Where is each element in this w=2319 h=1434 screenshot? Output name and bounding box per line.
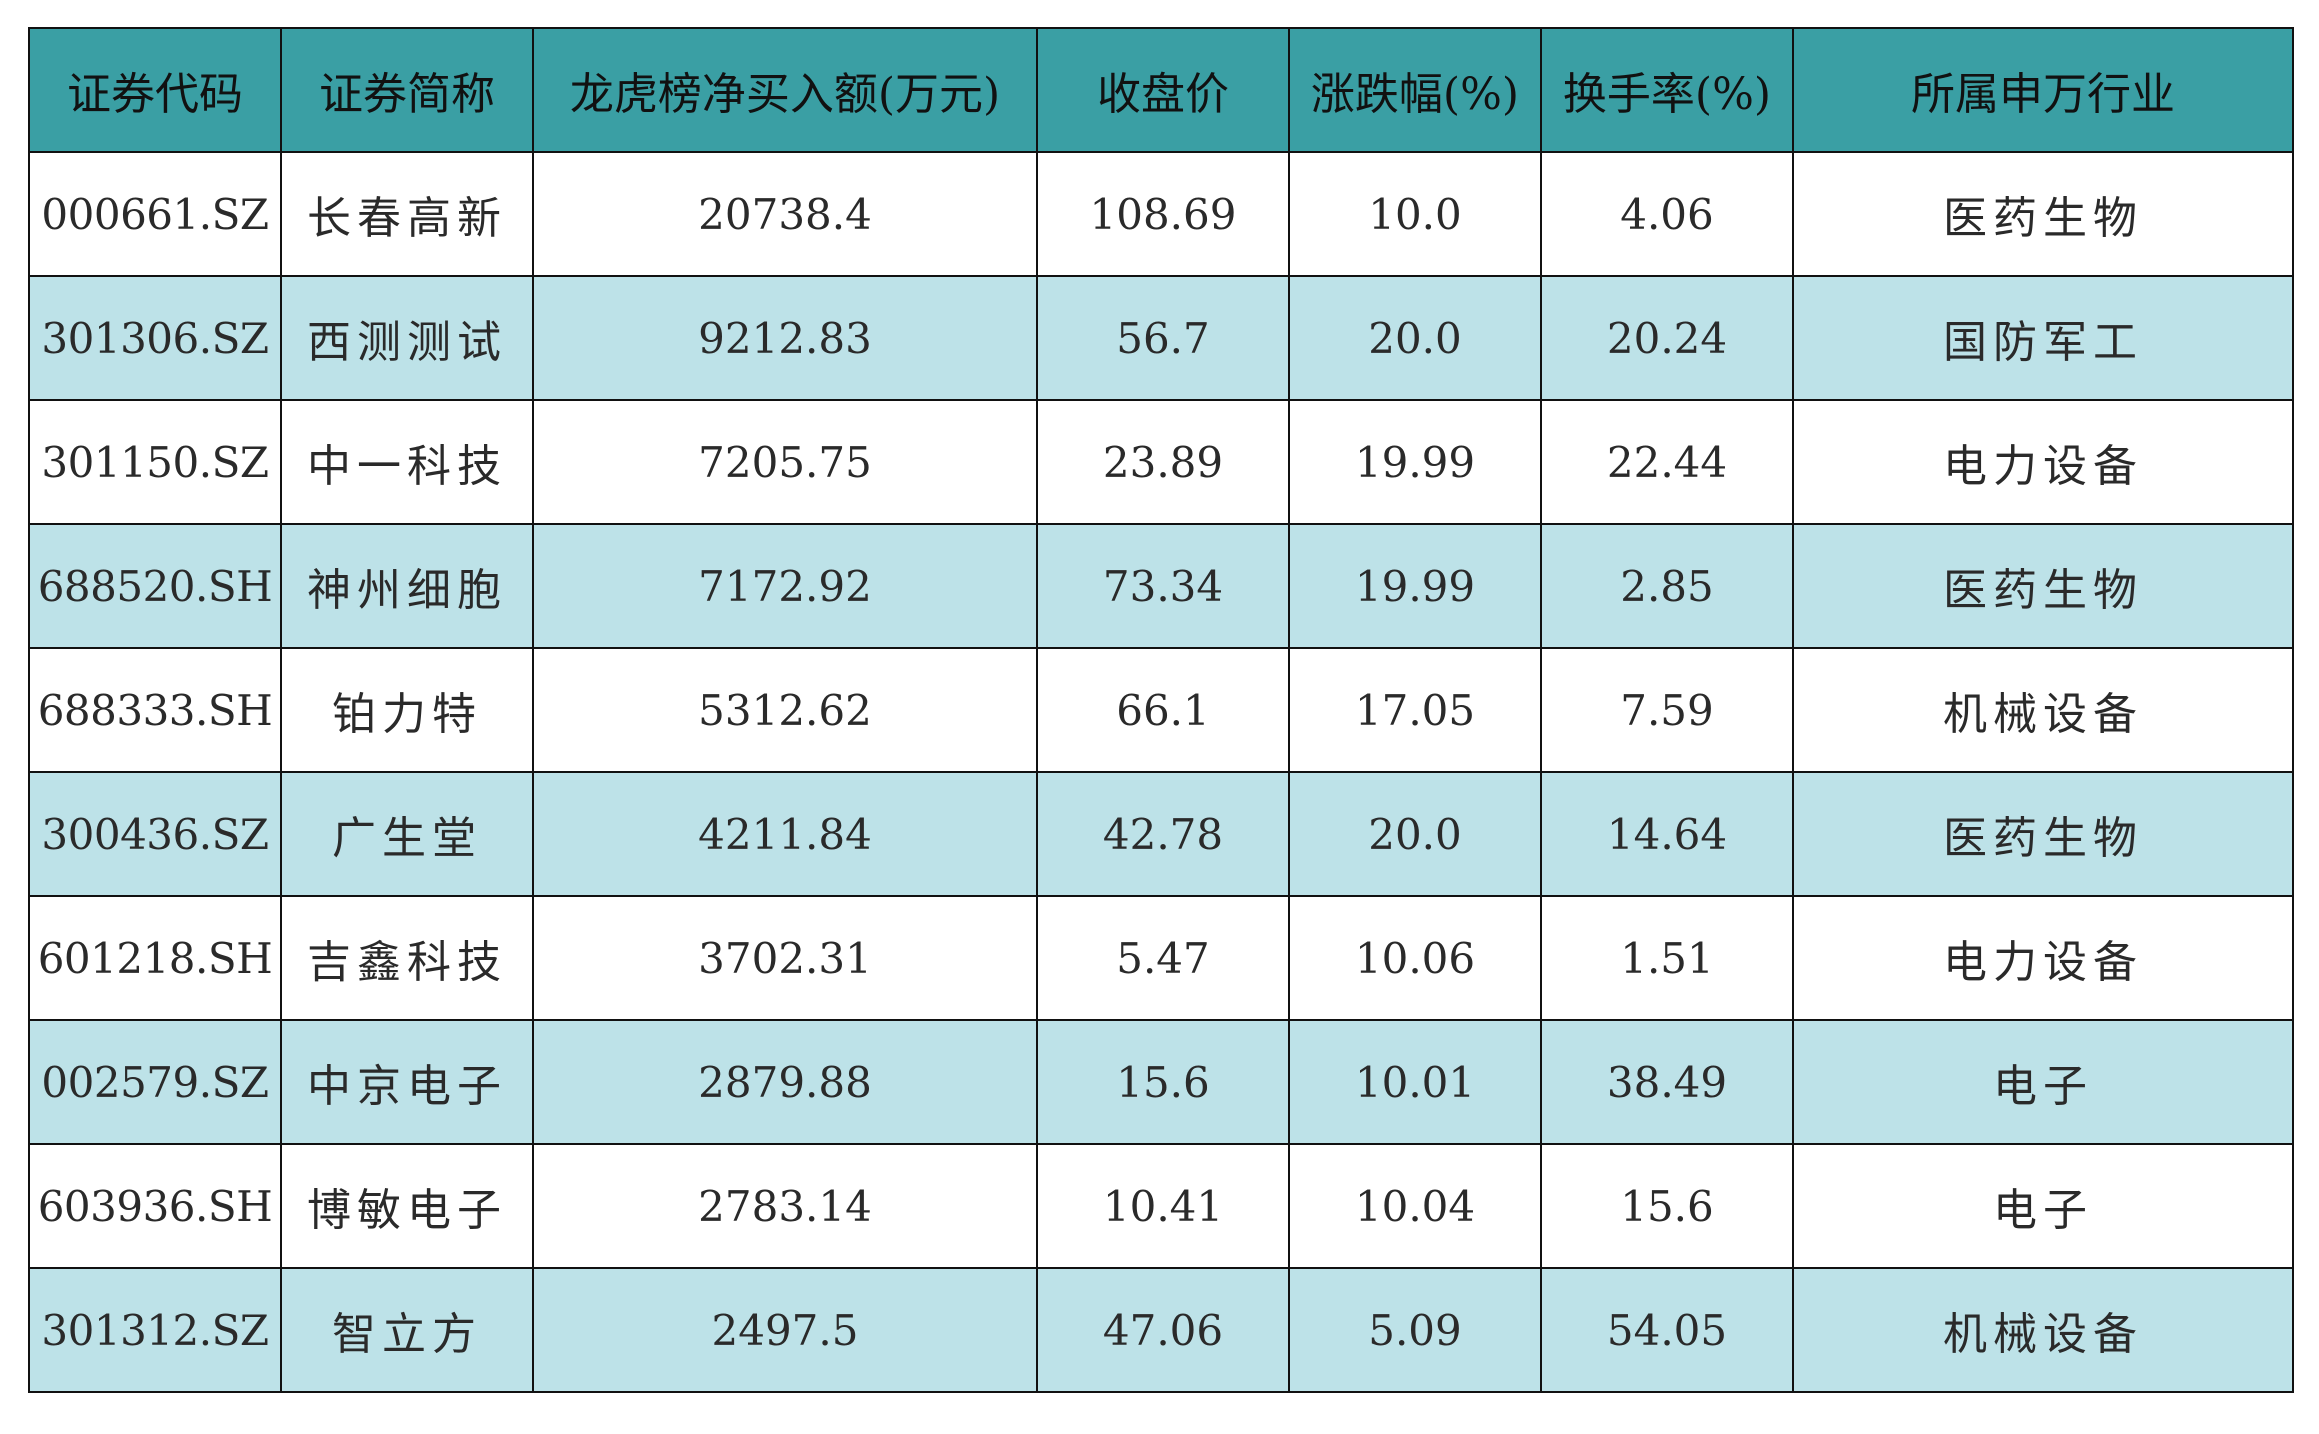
table-header-row: 证券代码 证券简称 龙虎榜净买入额(万元) 收盘价 涨跌幅(%) 换手率(%) …: [28, 27, 2294, 153]
cell-security-code: 688333.SH: [28, 647, 282, 773]
cell-change-pct: 5.09: [1288, 1267, 1542, 1393]
cell-close-price: 42.78: [1036, 771, 1290, 897]
cell-close-price: 47.06: [1036, 1267, 1290, 1393]
cell-turnover-rate: 22.44: [1540, 399, 1794, 525]
cell-security-code: 002579.SZ: [28, 1019, 282, 1145]
cell-security-name: 智立方: [280, 1267, 534, 1393]
cell-security-code: 000661.SZ: [28, 151, 282, 277]
cell-close-price: 5.47: [1036, 895, 1290, 1021]
cell-close-price: 10.41: [1036, 1143, 1290, 1269]
cell-net-buy-amount: 2783.14: [532, 1143, 1038, 1269]
cell-security-name: 神州细胞: [280, 523, 534, 649]
cell-turnover-rate: 14.64: [1540, 771, 1794, 897]
table-row: 301306.SZ 西测测试 9212.83 56.7 20.0 20.24 国防军工: [28, 275, 2294, 401]
cell-net-buy-amount: 7205.75: [532, 399, 1038, 525]
cell-change-pct: 20.0: [1288, 771, 1542, 897]
cell-security-code: 301306.SZ: [28, 275, 282, 401]
cell-security-code: 603936.SH: [28, 1143, 282, 1269]
header-security-name: 证券简称: [280, 27, 534, 153]
header-close-price: 收盘价: [1036, 27, 1290, 153]
cell-industry: 国防军工: [1792, 275, 2294, 401]
table-row: 000661.SZ 长春高新 20738.4 108.69 10.0 4.06 医药生物: [28, 151, 2294, 277]
cell-close-price: 15.6: [1036, 1019, 1290, 1145]
table-row: 002579.SZ 中京电子 2879.88 15.6 10.01 38.49 电子: [28, 1019, 2294, 1145]
cell-security-code: 301312.SZ: [28, 1267, 282, 1393]
cell-industry: 机械设备: [1792, 1267, 2294, 1393]
cell-turnover-rate: 2.85: [1540, 523, 1794, 649]
table-row: 688520.SH 神州细胞 7172.92 73.34 19.99 2.85 医药生物: [28, 523, 2294, 649]
cell-turnover-rate: 1.51: [1540, 895, 1794, 1021]
cell-net-buy-amount: 4211.84: [532, 771, 1038, 897]
cell-industry: 机械设备: [1792, 647, 2294, 773]
dragon-tiger-list-table-container: 证券代码 证券简称 龙虎榜净买入额(万元) 收盘价 涨跌幅(%) 换手率(%) …: [28, 27, 2294, 1393]
cell-change-pct: 10.0: [1288, 151, 1542, 277]
cell-industry: 电力设备: [1792, 895, 2294, 1021]
cell-industry: 电力设备: [1792, 399, 2294, 525]
cell-security-code: 301150.SZ: [28, 399, 282, 525]
cell-change-pct: 17.05: [1288, 647, 1542, 773]
cell-security-code: 688520.SH: [28, 523, 282, 649]
header-turnover-rate: 换手率(%): [1540, 27, 1794, 153]
cell-close-price: 73.34: [1036, 523, 1290, 649]
cell-security-name: 中京电子: [280, 1019, 534, 1145]
cell-turnover-rate: 38.49: [1540, 1019, 1794, 1145]
cell-turnover-rate: 54.05: [1540, 1267, 1794, 1393]
cell-change-pct: 20.0: [1288, 275, 1542, 401]
cell-net-buy-amount: 2497.5: [532, 1267, 1038, 1393]
cell-change-pct: 10.04: [1288, 1143, 1542, 1269]
cell-close-price: 56.7: [1036, 275, 1290, 401]
cell-industry: 医药生物: [1792, 151, 2294, 277]
table-row: 300436.SZ 广生堂 4211.84 42.78 20.0 14.64 医药生物: [28, 771, 2294, 897]
cell-security-name: 中一科技: [280, 399, 534, 525]
cell-net-buy-amount: 9212.83: [532, 275, 1038, 401]
table-row: 688333.SH 铂力特 5312.62 66.1 17.05 7.59 机械设备: [28, 647, 2294, 773]
table-body: 000661.SZ 长春高新 20738.4 108.69 10.0 4.06 医药生物 30…: [28, 151, 2294, 1393]
cell-industry: 医药生物: [1792, 771, 2294, 897]
header-net-buy-amount: 龙虎榜净买入额(万元): [532, 27, 1038, 153]
cell-net-buy-amount: 7172.92: [532, 523, 1038, 649]
cell-security-name: 长春高新: [280, 151, 534, 277]
cell-security-name: 吉鑫科技: [280, 895, 534, 1021]
cell-turnover-rate: 15.6: [1540, 1143, 1794, 1269]
cell-close-price: 66.1: [1036, 647, 1290, 773]
header-industry: 所属申万行业: [1792, 27, 2294, 153]
cell-close-price: 108.69: [1036, 151, 1290, 277]
cell-industry: 电子: [1792, 1019, 2294, 1145]
header-security-code: 证券代码: [28, 27, 282, 153]
cell-turnover-rate: 4.06: [1540, 151, 1794, 277]
cell-close-price: 23.89: [1036, 399, 1290, 525]
cell-security-code: 601218.SH: [28, 895, 282, 1021]
table-row: 601218.SH 吉鑫科技 3702.31 5.47 10.06 1.51 电力设备: [28, 895, 2294, 1021]
cell-net-buy-amount: 3702.31: [532, 895, 1038, 1021]
cell-industry: 医药生物: [1792, 523, 2294, 649]
table-row: 301150.SZ 中一科技 7205.75 23.89 19.99 22.44 电力设备: [28, 399, 2294, 525]
cell-turnover-rate: 7.59: [1540, 647, 1794, 773]
table-row: 301312.SZ 智立方 2497.5 47.06 5.09 54.05 机械设备: [28, 1267, 2294, 1393]
cell-net-buy-amount: 20738.4: [532, 151, 1038, 277]
cell-turnover-rate: 20.24: [1540, 275, 1794, 401]
cell-security-code: 300436.SZ: [28, 771, 282, 897]
cell-security-name: 西测测试: [280, 275, 534, 401]
table-row: 603936.SH 博敏电子 2783.14 10.41 10.04 15.6 电子: [28, 1143, 2294, 1269]
header-change-pct: 涨跌幅(%): [1288, 27, 1542, 153]
cell-net-buy-amount: 5312.62: [532, 647, 1038, 773]
cell-security-name: 博敏电子: [280, 1143, 534, 1269]
cell-security-name: 铂力特: [280, 647, 534, 773]
cell-change-pct: 10.01: [1288, 1019, 1542, 1145]
cell-change-pct: 19.99: [1288, 399, 1542, 525]
cell-industry: 电子: [1792, 1143, 2294, 1269]
dragon-tiger-list-table: 证券代码 证券简称 龙虎榜净买入额(万元) 收盘价 涨跌幅(%) 换手率(%) …: [28, 27, 2294, 1393]
cell-change-pct: 19.99: [1288, 523, 1542, 649]
cell-change-pct: 10.06: [1288, 895, 1542, 1021]
cell-net-buy-amount: 2879.88: [532, 1019, 1038, 1145]
cell-security-name: 广生堂: [280, 771, 534, 897]
